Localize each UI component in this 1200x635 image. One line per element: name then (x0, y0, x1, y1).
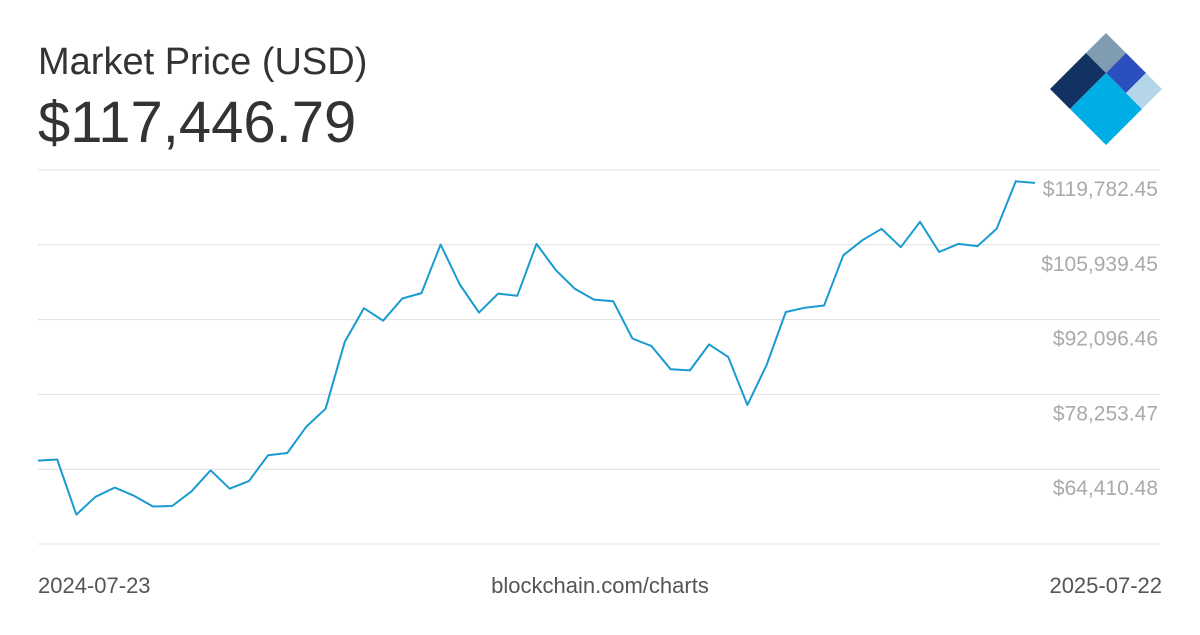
y-tick-label: $119,782.45 (1043, 178, 1158, 201)
x-start-label: 2024-07-23 (38, 573, 151, 598)
x-end-label: 2025-07-22 (1049, 573, 1162, 598)
y-tick-label: $105,939.45 (1041, 253, 1158, 276)
current-price: $117,446.79 (38, 90, 356, 155)
y-tick-label: $92,096.46 (1053, 328, 1158, 351)
price-line (37, 180, 1036, 516)
logo (1050, 33, 1162, 145)
chart-title: Market Price (USD) (38, 41, 367, 83)
y-tick-label: $64,410.48 (1053, 477, 1158, 500)
y-tick-label: $78,253.47 (1053, 402, 1158, 425)
source: blockchain.com/charts (491, 573, 709, 598)
